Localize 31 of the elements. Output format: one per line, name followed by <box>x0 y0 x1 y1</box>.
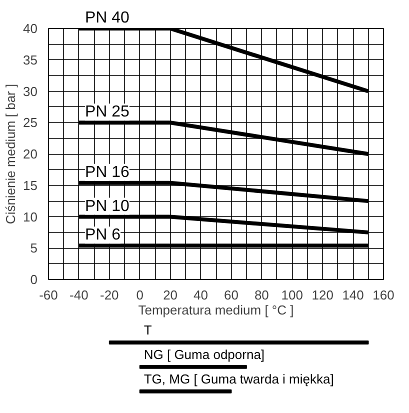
x-tick-label: 140 <box>342 288 364 302</box>
y-tick-label: 40 <box>23 21 38 36</box>
y-tick-label: 0 <box>30 272 38 287</box>
series-label: PN 10 <box>84 198 130 215</box>
series-label: PN 16 <box>84 164 130 181</box>
x-tick-label: 100 <box>281 288 303 302</box>
series-label: PN 6 <box>84 226 121 244</box>
x-tick-label: 120 <box>312 288 334 302</box>
y-tick-label: 5 <box>30 240 38 256</box>
x-tick-label: 0 <box>136 288 144 302</box>
x-tick-label: -60 <box>39 288 58 302</box>
series-label: PN 40 <box>84 10 130 26</box>
x-tick-label: 40 <box>194 288 208 302</box>
y-tick-label: 35 <box>23 52 38 68</box>
x-tick-label: 20 <box>163 288 178 302</box>
y-axis-title: Ciśnienie medium [ bar ] <box>3 84 18 224</box>
y-tick-label: 15 <box>23 178 38 193</box>
y-tick-label: 20 <box>23 146 38 162</box>
series-label: PN 25 <box>84 104 130 121</box>
x-tick-label: -40 <box>70 288 88 302</box>
y-tick-label: 10 <box>23 209 38 224</box>
x-tick-label: 160 <box>372 288 394 302</box>
x-tick-label: -20 <box>100 288 119 302</box>
category-label: NG [ Guma odporna] <box>144 346 265 362</box>
x-tick-label: 80 <box>254 288 269 302</box>
x-axis-title: Temperatura medium [ °C ] <box>138 302 294 318</box>
category-label: TG, MG [ Guma twarda i miękka] <box>144 371 334 386</box>
y-tick-label: 25 <box>23 115 38 130</box>
category-label: T <box>144 322 152 338</box>
x-tick-label: 60 <box>224 288 238 302</box>
y-tick-label: 30 <box>23 84 38 99</box>
